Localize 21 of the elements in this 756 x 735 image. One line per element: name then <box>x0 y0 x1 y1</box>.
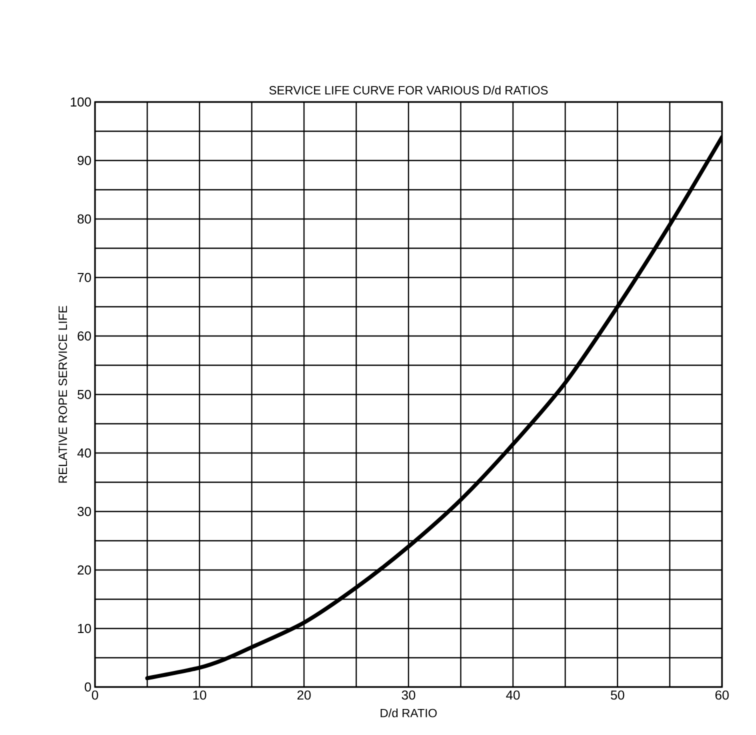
x-tick-label: 20 <box>297 690 311 700</box>
chart-title: SERVICE LIFE CURVE FOR VARIOUS D/d RATIOS <box>269 86 548 94</box>
x-tick-label: 10 <box>193 690 206 700</box>
y-tick-label: 90 <box>78 156 91 166</box>
y-tick-label: 0 <box>84 682 91 692</box>
x-axis-title: D/d RATIO <box>380 708 437 718</box>
y-tick-label: 40 <box>77 448 91 458</box>
y-tick-label: 10 <box>78 624 91 634</box>
y-tick-label: 30 <box>78 506 91 516</box>
y-axis-title: RELATIVE ROPE SERVICE LIFE <box>58 306 68 483</box>
x-tick-label: 30 <box>402 690 416 700</box>
y-tick-label: 60 <box>78 331 91 341</box>
y-tick-label: 100 <box>70 97 91 107</box>
x-tick-label: 60 <box>715 690 729 700</box>
y-tick-label: 20 <box>78 565 91 575</box>
x-tick-label: 40 <box>506 690 520 700</box>
y-tick-label: 50 <box>78 390 91 400</box>
y-tick-label: 80 <box>78 214 91 224</box>
x-tick-label: 50 <box>610 690 624 700</box>
y-tick-label: 70 <box>78 272 91 282</box>
x-tick-label: 0 <box>92 690 98 700</box>
